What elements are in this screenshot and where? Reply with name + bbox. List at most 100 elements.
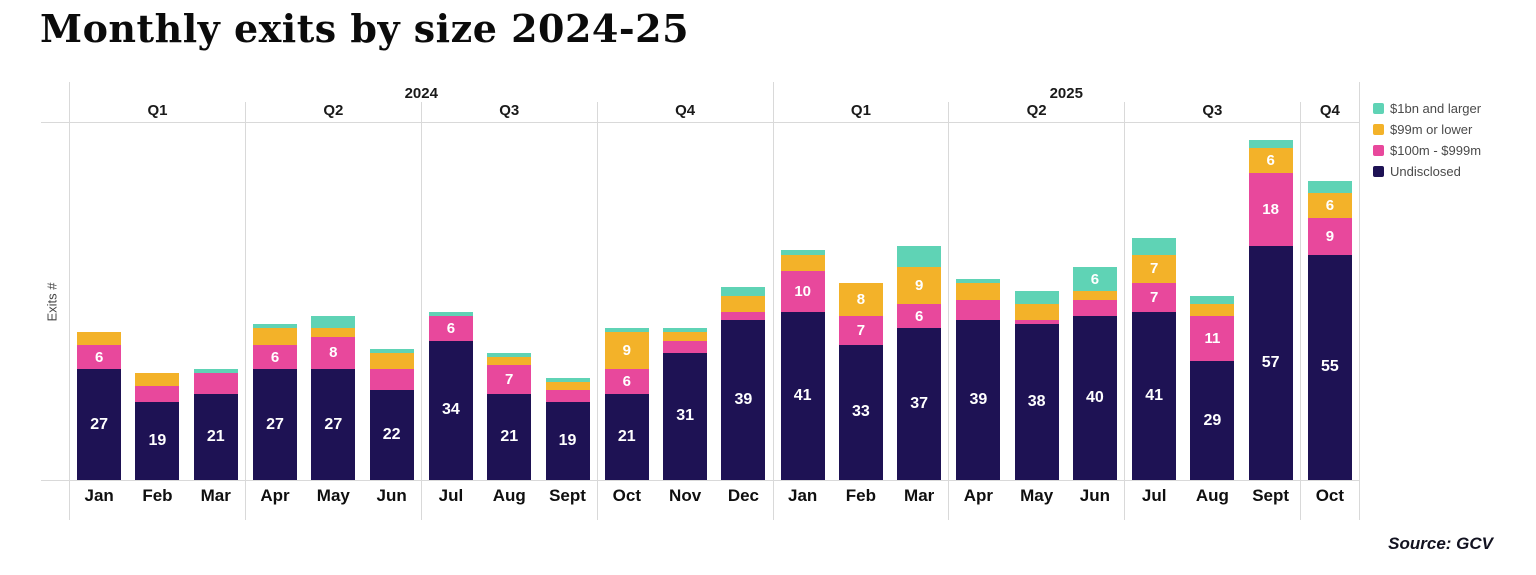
bar-segment: 7 — [487, 365, 532, 394]
legend-label: $100m - $999m — [1390, 143, 1482, 158]
bar-segment — [545, 377, 590, 382]
bar-segment: 39 — [721, 320, 766, 480]
legend-item: $100m - $999m — [1373, 143, 1481, 158]
stacked-bar-jul-2024: 34 6 — [428, 311, 473, 480]
quarter-label: Q2 — [949, 102, 1125, 123]
bar-segment — [1072, 299, 1117, 316]
bar-segment-label: 39 — [969, 391, 988, 409]
bar-segment-label: 7 — [1149, 260, 1159, 278]
bar-segment: 6 — [1307, 193, 1352, 218]
bar-segment: 8 — [311, 336, 356, 370]
stacked-bar-oct-2025: 55 9 6 — [1307, 180, 1352, 480]
quarter-group-2024-q2: Q2 27 6 27 8 22 Apr May Jun — [244, 102, 421, 520]
bar-segment: 41 — [780, 311, 825, 480]
quarter-plot-area: 39 38 40 6 — [949, 123, 1125, 481]
x-axis-month-label: Aug — [492, 486, 526, 505]
bar-segment-label: 7 — [856, 321, 866, 339]
bar-segment — [77, 332, 122, 345]
bar-segment — [721, 287, 766, 296]
month-column-jan-2025: 41 10 — [774, 123, 832, 480]
bar-segment — [193, 369, 238, 374]
bar-segment — [604, 328, 649, 333]
year-label-2025: 2025 — [772, 82, 1360, 102]
month-column-apr-2024: 27 6 — [246, 123, 304, 480]
bar-segment-label: 6 — [94, 348, 104, 366]
stacked-bar-may-2025: 38 — [1014, 291, 1059, 480]
stacked-bar-apr-2025: 39 — [956, 279, 1001, 480]
chart-title: Monthly exits by size 2024-25 — [40, 6, 690, 51]
quarter-label: Q3 — [1125, 102, 1300, 123]
quarter-group-2025-q3: Q3 41 7 7 29 11 57 18 6 Jul Aug Sept — [1124, 102, 1300, 520]
month-column-mar-2025: 37 6 9 — [890, 123, 948, 480]
bar-segment: 21 — [193, 393, 238, 480]
bar-segment: 22 — [369, 389, 414, 480]
bar-segment: 19 — [545, 402, 590, 480]
bar-segment-label: 21 — [617, 427, 636, 445]
quarter-plot-area: 41 7 7 29 11 57 18 6 — [1125, 123, 1300, 481]
bar-segment — [1072, 291, 1117, 300]
stacked-bar-jan-2024: 27 6 — [77, 332, 122, 480]
bar-segment: 9 — [604, 332, 649, 370]
bar-segment-label: 57 — [1261, 354, 1280, 372]
month-column-aug-2024: 21 7 — [480, 123, 538, 480]
bar-segment: 38 — [1014, 324, 1059, 480]
bar-segment: 18 — [1248, 172, 1293, 247]
bar-segment: 29 — [1190, 361, 1235, 480]
quarter-label: Q4 — [1300, 102, 1359, 123]
stacked-bar-sept-2024: 19 — [545, 377, 590, 480]
bar-segment — [253, 324, 298, 329]
bar-segment-label: 37 — [910, 395, 929, 413]
stacked-bar-nov-2024: 31 — [663, 328, 708, 480]
bar-segment-label: 55 — [1320, 358, 1339, 376]
x-axis-month-label: Nov — [669, 486, 702, 505]
legend-label: $99m or lower — [1390, 122, 1473, 137]
bar-segment-label: 6 — [1325, 196, 1335, 214]
bar-segment-label: 29 — [1203, 411, 1222, 429]
quarter-label: Q2 — [245, 102, 421, 123]
bar-segment — [369, 352, 414, 370]
bar-segment — [956, 299, 1001, 321]
x-axis-month-label: Jul — [438, 486, 464, 505]
quarter-label: Q3 — [421, 102, 597, 123]
quarter-plot-area: 27 6 27 8 22 — [245, 123, 421, 481]
bar-segment: 27 — [311, 369, 356, 480]
bar-segment: 27 — [77, 369, 122, 480]
bar-segment — [780, 254, 825, 271]
legend-swatch-icon — [1373, 166, 1384, 177]
x-axis-month-label: Apr — [963, 486, 994, 505]
chart: 2024 2025 Q1 27 6 19 21 Jan Feb Mar Q2 27 6 27 8 22 Apr… — [69, 82, 1360, 520]
x-axis-month-label: Sept — [1252, 486, 1290, 505]
x-axis-month-label: Jan — [84, 486, 114, 505]
stacked-bar-dec-2024: 39 — [721, 287, 766, 480]
quarter-plot-area: 21 6 9 31 39 — [597, 123, 773, 481]
bar-segment — [1014, 291, 1059, 304]
month-column-oct-2024: 21 6 9 — [598, 123, 656, 480]
bar-segment-label: 41 — [1145, 386, 1164, 404]
x-axis-month-label: Jul — [1141, 486, 1167, 505]
chart-body: Q1 27 6 19 21 Jan Feb Mar Q2 27 6 27 8 22 Apr May Jun Q3 3… — [69, 102, 1360, 520]
bar-segment: 6 — [428, 316, 473, 341]
year-group-2024: Q1 27 6 19 21 Jan Feb Mar Q2 27 6 27 8 22 Apr May Jun Q3 3… — [69, 102, 773, 520]
month-label-row: Jan Feb Mar — [70, 481, 245, 519]
month-column-may-2024: 27 8 — [304, 123, 362, 480]
stacked-bar-may-2024: 27 8 — [311, 316, 356, 480]
x-axis-month-label: Jun — [376, 486, 407, 505]
year-header-row: 2024 2025 — [69, 82, 1360, 102]
bar-segment: 7 — [1132, 254, 1177, 284]
bar-segment — [193, 373, 238, 394]
bar-segment-label: 9 — [915, 276, 924, 294]
legend-item: Undisclosed — [1373, 164, 1481, 179]
bar-segment — [1190, 303, 1235, 317]
quarter-plot-area: 41 10 33 7 8 37 6 9 — [773, 123, 949, 481]
gridline-baseline-extension — [41, 480, 69, 481]
month-column-mar-2024: 21 — [187, 123, 245, 480]
bar-segment-label: 31 — [676, 407, 694, 425]
bar-segment: 27 — [253, 369, 298, 480]
bar-segment-label: 6 — [446, 319, 456, 337]
stacked-bar-jun-2024: 22 — [369, 348, 414, 480]
bar-segment — [897, 246, 942, 267]
bar-segment: 19 — [135, 402, 180, 480]
bar-segment: 31 — [663, 352, 708, 480]
x-axis-month-label: Sept — [549, 486, 586, 505]
source-credit: Source: GCV — [1388, 534, 1493, 553]
